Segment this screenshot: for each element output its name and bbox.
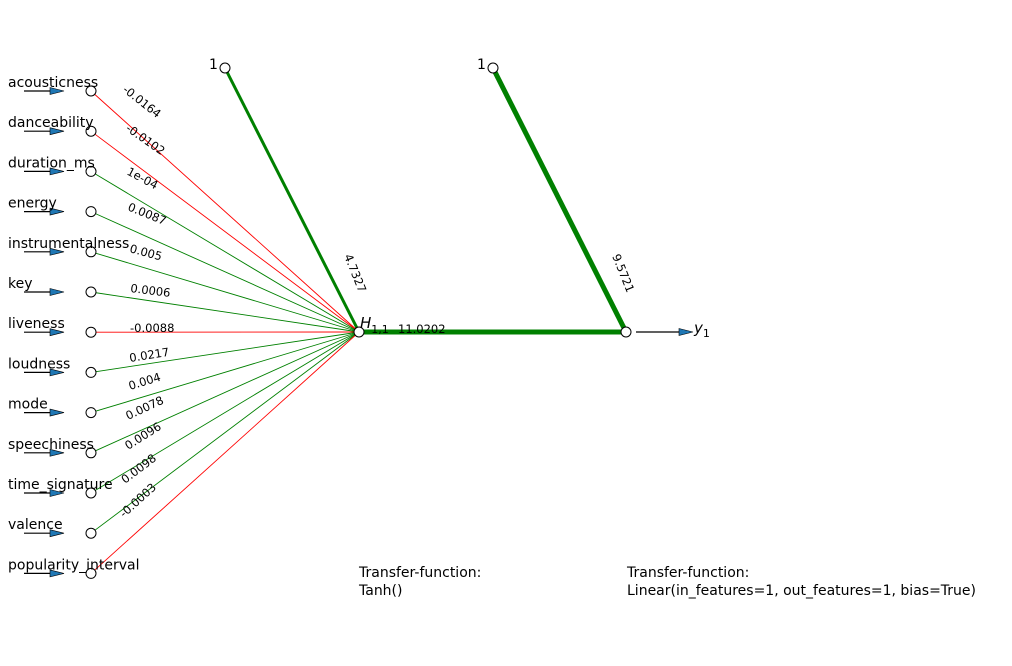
input-node bbox=[85, 206, 97, 218]
input-edge bbox=[90, 90, 360, 333]
hidden-bias-edge bbox=[223, 67, 361, 333]
input-weight-label: 0.004 bbox=[127, 370, 163, 393]
input-weight-label: -0.0164 bbox=[120, 82, 164, 120]
input-node bbox=[85, 407, 97, 419]
output-bias-weight-label: 9.5721 bbox=[609, 252, 637, 295]
input-node bbox=[85, 326, 97, 338]
input-weight-label: 1e-04 bbox=[125, 164, 161, 192]
hidden-node-label: H1,1 bbox=[360, 314, 389, 336]
hidden-bias-weight-label: 4.7327 bbox=[341, 252, 369, 295]
output-label: y1 bbox=[693, 319, 710, 340]
input-arrow-icon bbox=[49, 288, 65, 296]
input-arrow-icon bbox=[49, 529, 65, 538]
hidden-transfer-value: Tanh() bbox=[358, 583, 402, 599]
input-edge bbox=[90, 331, 360, 574]
output-bias-node bbox=[487, 62, 499, 74]
input-weight-label: 0.005 bbox=[128, 241, 163, 263]
input-node bbox=[85, 487, 97, 499]
output-transfer-value: Linear(in_features=1, out_features=1, bi… bbox=[627, 583, 976, 599]
input-label: acousticness bbox=[8, 75, 98, 91]
input-label: speechiness bbox=[8, 437, 94, 453]
input-weight-label: 0.0217 bbox=[128, 345, 170, 365]
input-edge bbox=[90, 291, 360, 333]
input-arrow-icon bbox=[49, 569, 65, 578]
input-arrow-icon bbox=[49, 328, 65, 337]
hidden-bias-label: 1 bbox=[209, 57, 218, 73]
input-arrow-icon bbox=[49, 87, 65, 95]
hidden-output-weight-label: 11.0202 bbox=[398, 322, 446, 336]
input-arrow-icon bbox=[49, 127, 65, 136]
output-node bbox=[620, 326, 632, 338]
input-weight-label: 0.0006 bbox=[130, 281, 172, 300]
input-edge bbox=[90, 331, 360, 414]
input-node bbox=[85, 527, 97, 539]
input-label: danceability bbox=[8, 115, 94, 131]
output-bias-label: 1 bbox=[477, 57, 486, 73]
input-weight-label: -0.0102 bbox=[123, 121, 167, 158]
input-weight-label: 0.0078 bbox=[123, 393, 165, 423]
input-edge bbox=[90, 251, 360, 333]
input-arrows-layer bbox=[24, 87, 694, 578]
labels-layer: acousticness -0.0164 danceability -0.0102 du… bbox=[8, 75, 174, 573]
input-label: popularity_interval bbox=[8, 557, 139, 573]
output-transfer-title: Transfer-function: bbox=[626, 565, 749, 581]
input-label: loudness bbox=[8, 356, 70, 372]
input-node bbox=[85, 85, 97, 97]
input-edge bbox=[90, 130, 360, 333]
input-label: duration_ms bbox=[8, 155, 95, 171]
input-node bbox=[85, 447, 97, 459]
input-edge bbox=[90, 211, 360, 333]
input-edge bbox=[90, 331, 360, 454]
input-arrow-icon bbox=[49, 167, 65, 176]
input-arrow-icon bbox=[49, 448, 65, 457]
hidden-node bbox=[353, 326, 365, 338]
input-weight-label: -0.0088 bbox=[130, 321, 174, 335]
edges-layer bbox=[90, 66, 629, 574]
input-node bbox=[85, 366, 97, 378]
input-label: key bbox=[8, 276, 33, 292]
input-label: liveness bbox=[8, 316, 65, 332]
hidden-bias-node bbox=[219, 62, 231, 74]
input-weight-label: -0.0003 bbox=[117, 480, 159, 520]
input-label: time_signature bbox=[8, 477, 113, 493]
input-edge bbox=[90, 171, 360, 333]
input-arrow-icon bbox=[49, 207, 65, 216]
input-label: mode bbox=[8, 397, 48, 413]
input-node bbox=[85, 246, 97, 258]
input-edge bbox=[90, 331, 360, 494]
output-arrow-icon bbox=[678, 328, 694, 336]
hidden-transfer-title: Transfer-function: bbox=[358, 565, 481, 581]
input-arrow-icon bbox=[49, 408, 65, 417]
input-weight-label: 0.0096 bbox=[122, 419, 164, 452]
input-weight-label: 0.0087 bbox=[126, 200, 169, 228]
input-weight-label: 0.0098 bbox=[118, 451, 159, 486]
input-label: instrumentalness bbox=[8, 236, 129, 252]
input-arrow-icon bbox=[49, 368, 65, 377]
input-edge bbox=[90, 331, 360, 534]
input-label: energy bbox=[8, 196, 57, 212]
input-node bbox=[85, 567, 97, 579]
input-label: valence bbox=[8, 517, 63, 533]
input-node bbox=[85, 165, 97, 177]
input-arrow-icon bbox=[49, 247, 65, 256]
input-node bbox=[85, 125, 97, 137]
nodes-layer bbox=[85, 62, 632, 579]
output-bias-edge bbox=[490, 66, 629, 334]
input-arrow-icon bbox=[49, 489, 65, 497]
input-node bbox=[85, 286, 97, 298]
input-edge bbox=[90, 331, 360, 373]
